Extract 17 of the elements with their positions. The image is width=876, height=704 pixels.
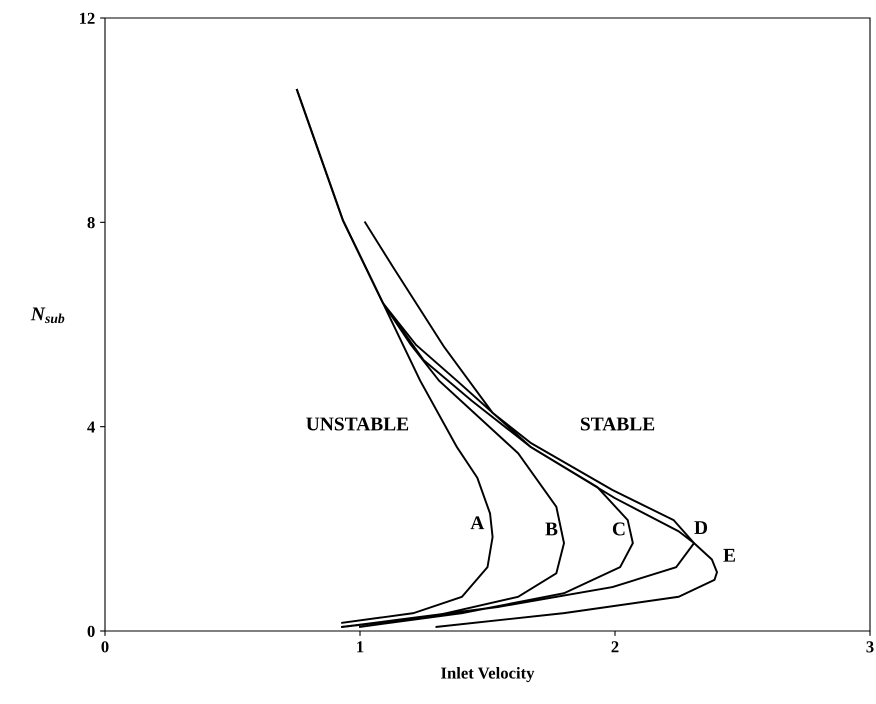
series-label: C xyxy=(612,522,624,536)
x-tick-label: 2 xyxy=(612,641,618,652)
x-tick-label: 3 xyxy=(866,641,874,652)
series-label: E xyxy=(723,548,735,562)
y-tick-label: 8 xyxy=(88,217,95,228)
annotation: UNSTABLE xyxy=(306,417,408,431)
x-tick-label: 0 xyxy=(101,641,109,652)
y-tick-label: 12 xyxy=(80,12,95,24)
series-label: B xyxy=(545,522,558,536)
annotation: STABLE xyxy=(580,417,654,431)
y-tick-label: 4 xyxy=(87,421,95,432)
series-label: A xyxy=(470,516,484,530)
y-axis-title: N$_{sub}$ xyxy=(30,308,64,324)
series-label: D xyxy=(694,521,708,534)
y-tick-label: 0 xyxy=(88,626,95,637)
x-tick-label: 1 xyxy=(357,641,364,652)
x-axis-title: Inlet Velocity xyxy=(441,666,534,682)
